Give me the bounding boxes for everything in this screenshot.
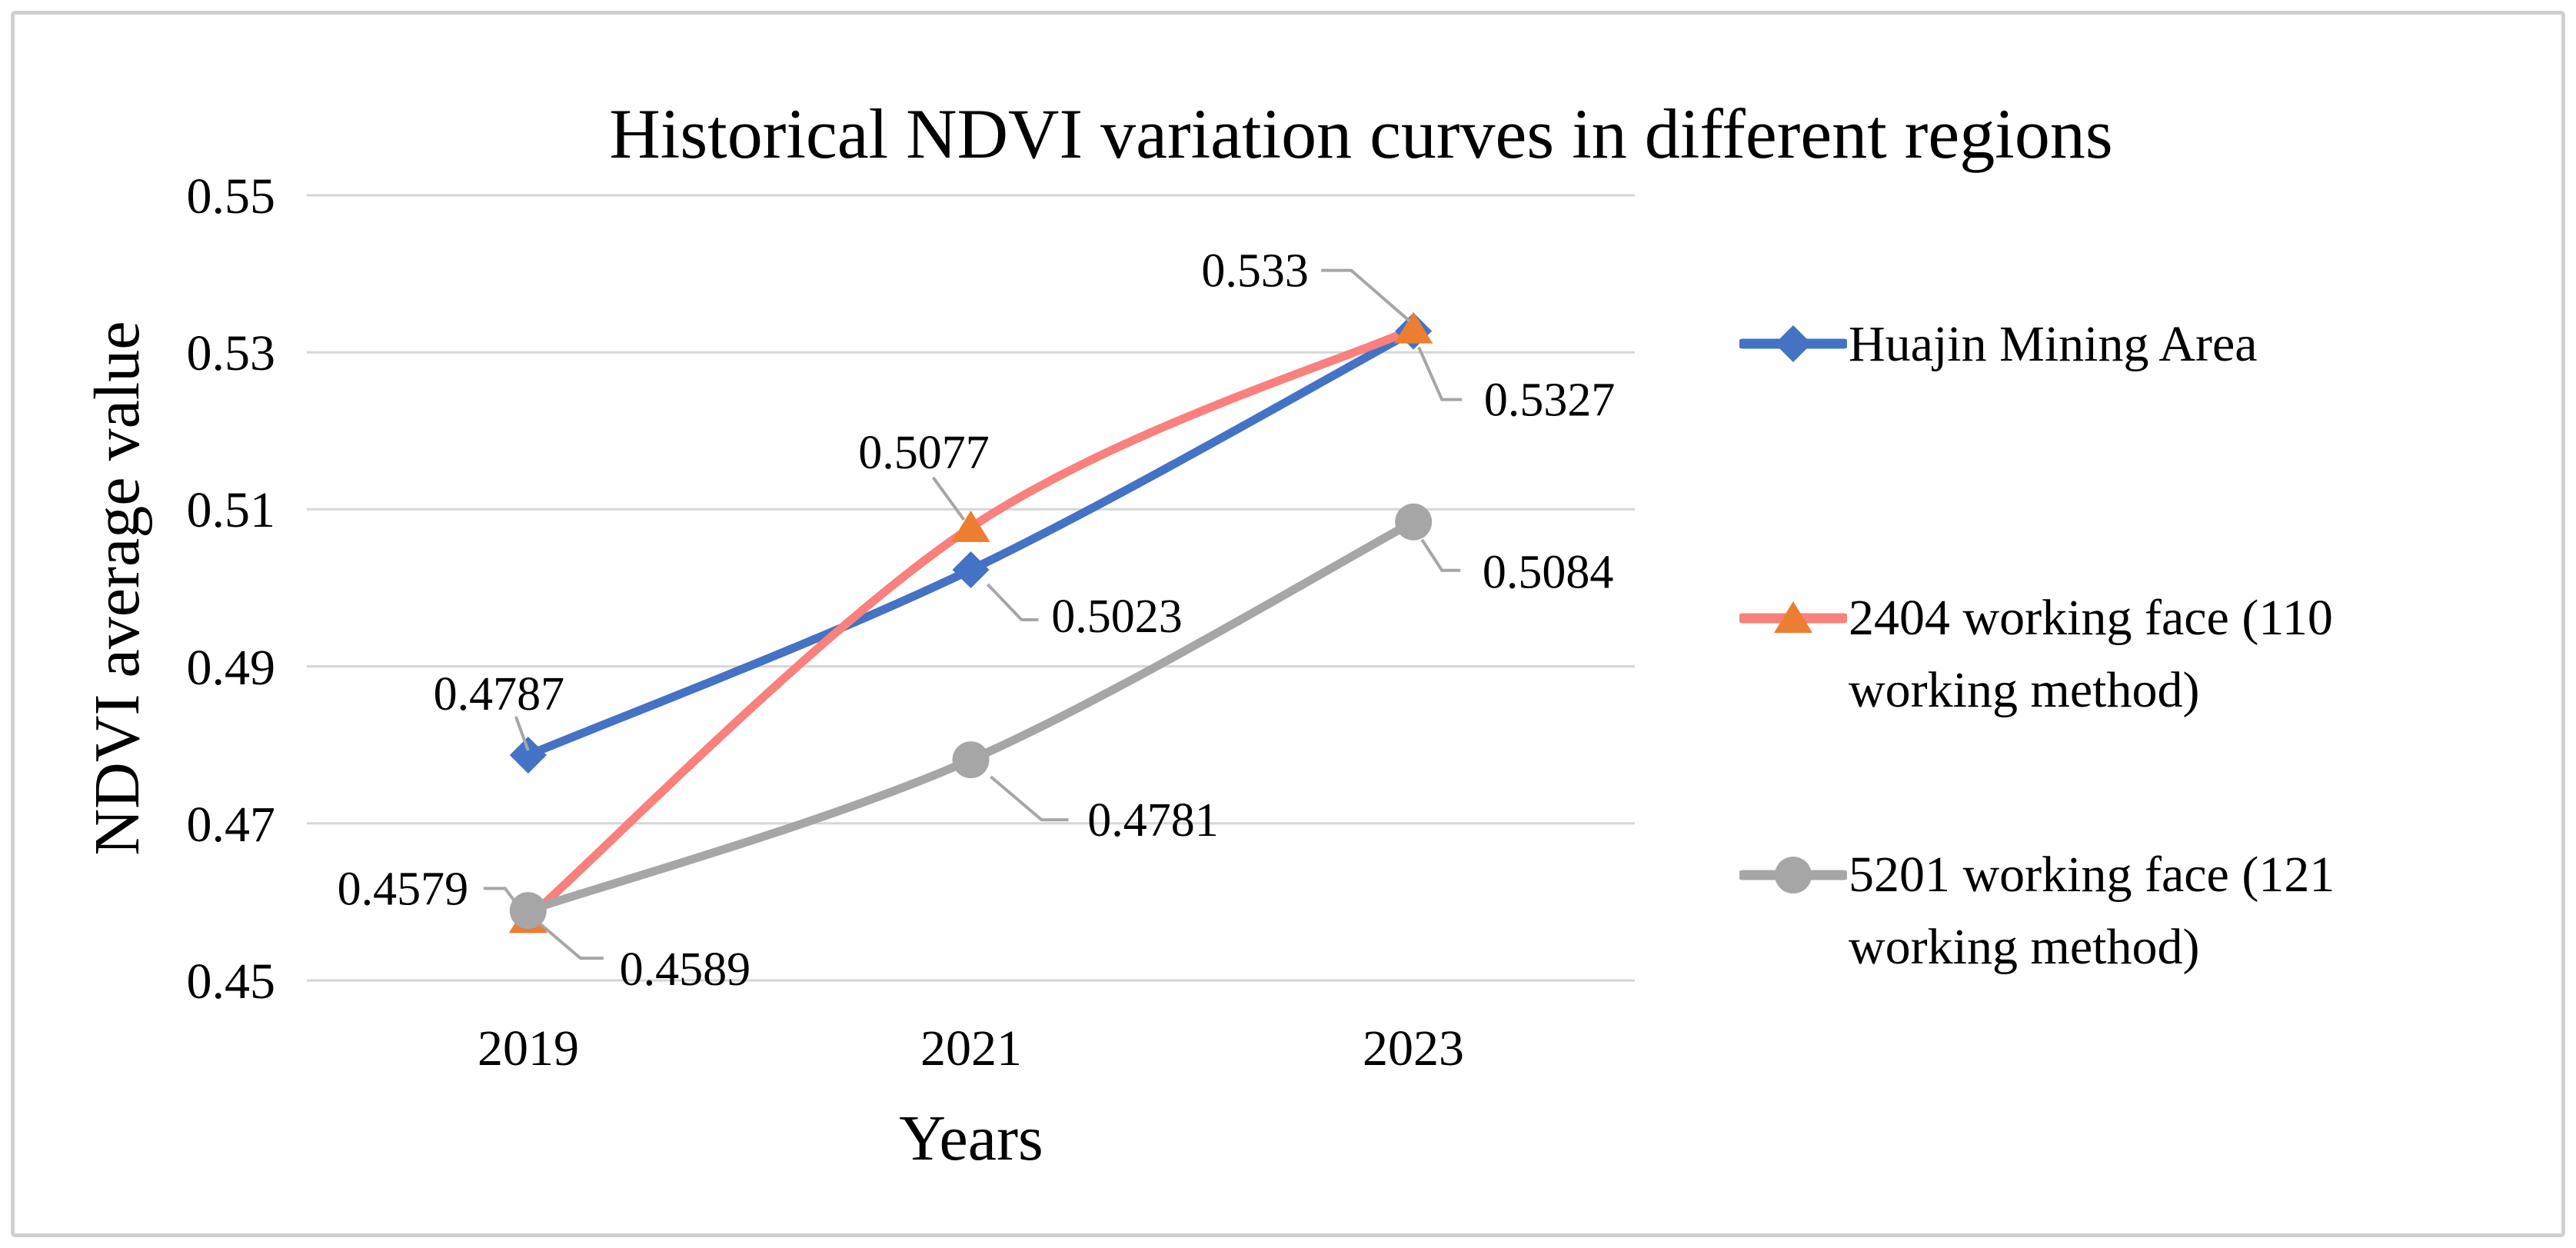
legend-item-5201-working-face: 5201 working face (121 working method) xyxy=(1739,839,2335,983)
data-point-marker-0-2021 xyxy=(952,551,990,589)
series-lines xyxy=(524,324,1418,923)
series-line-0 xyxy=(524,327,1418,760)
data-point-label-2-2023: 0.5084 xyxy=(1483,547,1614,599)
data-point-label-1-2021: 0.5077 xyxy=(858,427,990,479)
label-leader-line xyxy=(537,921,604,960)
legend-marker-triangle xyxy=(1739,601,1847,633)
legend-label: 5201 working face (121 working method) xyxy=(1849,839,2335,983)
legend-item-huajin-mining-area: Huajin Mining Area xyxy=(1739,308,2258,381)
gridlines xyxy=(307,194,1635,982)
data-point-label-0-2019: 0.4787 xyxy=(434,668,565,721)
legend-glyph-triangle xyxy=(1774,601,1812,633)
legend-glyph-circle xyxy=(1775,857,1812,894)
legend-label: Huajin Mining Area xyxy=(1849,308,2258,381)
x-tick-label: 2021 xyxy=(920,1020,1022,1077)
y-tick-label: 0.51 xyxy=(187,482,276,538)
data-point-marker-0-2019 xyxy=(509,736,547,774)
legend-label-line: working method) xyxy=(1849,662,2200,718)
y-tick-label: 0.45 xyxy=(187,953,276,1010)
y-tick-label: 0.47 xyxy=(187,797,276,853)
series-line-1 xyxy=(524,324,1418,923)
label-leader-line xyxy=(990,775,1069,822)
legend-item-2404-working-face: 2404 working face (110 working method) xyxy=(1739,582,2333,727)
label-leader-line xyxy=(1417,346,1463,401)
data-point-markers xyxy=(508,311,1433,934)
data-point-label-1-2019: 0.4579 xyxy=(338,863,469,915)
data-point-label-0-2021: 0.5023 xyxy=(1051,591,1183,643)
data-point-marker-1-2021 xyxy=(951,510,990,542)
data-point-label-2-2019: 0.4589 xyxy=(620,943,751,996)
label-leader-line xyxy=(514,716,530,751)
chart-title: Historical NDVI variation curves in diff… xyxy=(609,95,2112,173)
data-point-marker-1-2023 xyxy=(1394,311,1433,344)
x-tick-label: 2023 xyxy=(1363,1020,1464,1077)
legend-label-line: 5201 working face (121 xyxy=(1849,847,2335,903)
data-point-labels: 0.4787 0.5023 0.5327 0.4579 0.5077 0.533 0.458… xyxy=(338,245,1616,997)
label-leader-line xyxy=(483,887,524,914)
data-point-label-2-2021: 0.4781 xyxy=(1087,794,1219,847)
legend-glyph-diamond xyxy=(1775,325,1812,362)
data-label-leaders xyxy=(483,268,1463,960)
legend-label-line: working method) xyxy=(1849,919,2200,975)
legend-label-line: 2404 working face (110 xyxy=(1849,590,2333,646)
data-point-marker-2-2019 xyxy=(509,892,547,930)
data-point-label-0-2023: 0.5327 xyxy=(1484,374,1616,427)
label-leader-line xyxy=(1321,268,1411,323)
data-point-marker-2-2023 xyxy=(1395,503,1433,541)
y-tick-label: 0.53 xyxy=(187,325,276,381)
legend-marker-diamond xyxy=(1739,325,1847,362)
data-point-marker-2-2021 xyxy=(952,741,990,779)
legend-marker-circle xyxy=(1739,857,1847,894)
label-leader-line xyxy=(987,583,1039,622)
x-axis-title: Years xyxy=(899,1103,1043,1174)
x-tick-label: 2019 xyxy=(478,1020,579,1077)
y-tick-label: 0.55 xyxy=(187,168,276,225)
legend-label-line: Huajin Mining Area xyxy=(1849,316,2258,372)
y-axis-title: NDVI average value xyxy=(82,321,153,856)
label-leader-line xyxy=(931,476,966,521)
label-leader-line xyxy=(1420,538,1461,572)
data-point-label-1-2023: 0.533 xyxy=(1201,245,1309,298)
legend-label: 2404 working face (110 working method) xyxy=(1849,582,2333,727)
y-tick-label: 0.49 xyxy=(187,640,276,696)
